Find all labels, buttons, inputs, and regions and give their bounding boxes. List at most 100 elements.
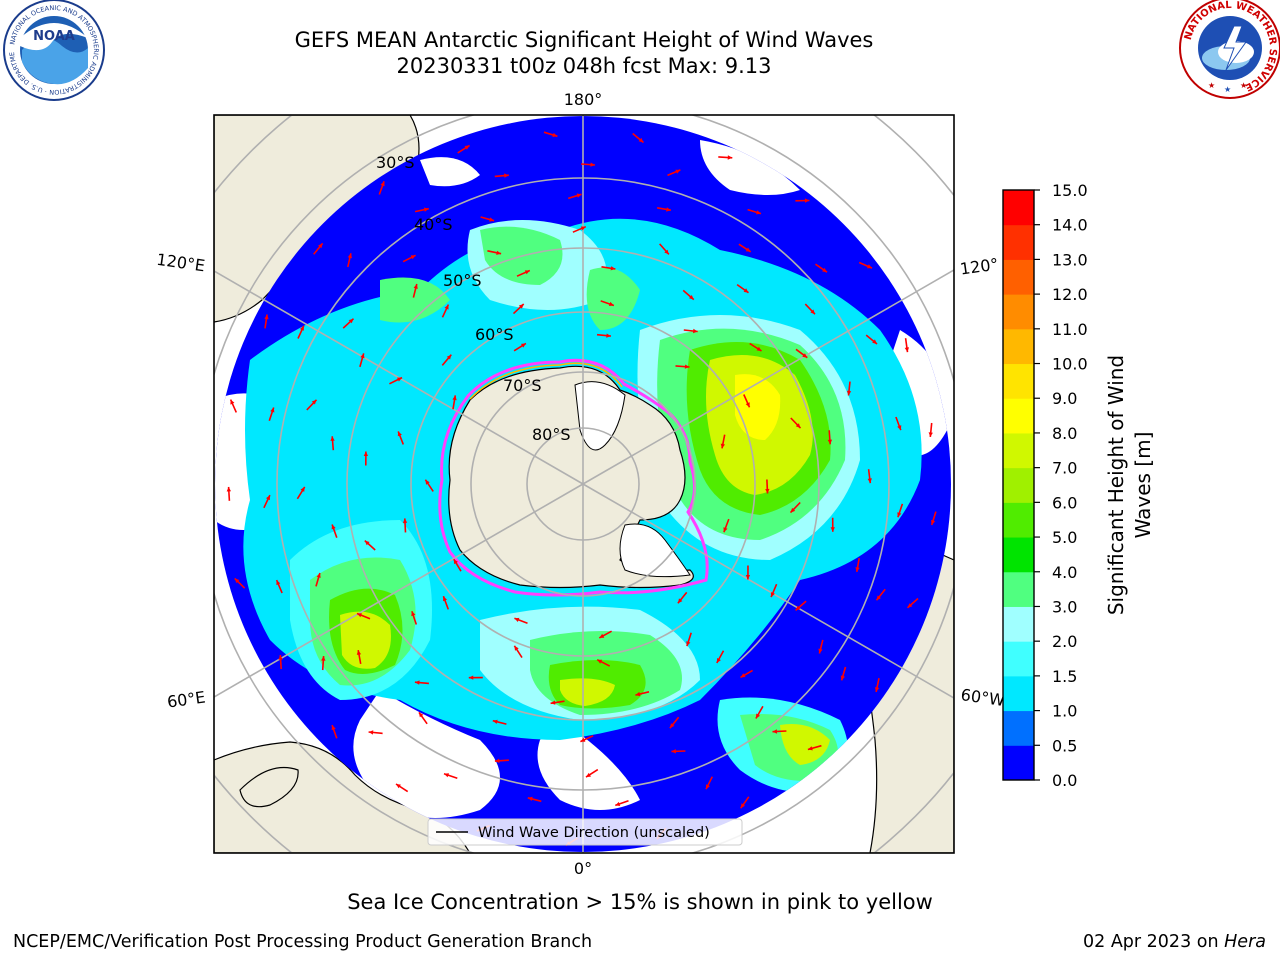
wave-arrow-head: [723, 527, 728, 533]
wave-arrow-head: [807, 746, 813, 751]
colorbar-bin: [1003, 432, 1034, 469]
colorbar-bin: [1003, 363, 1034, 399]
wave-arrow-head: [270, 407, 275, 413]
wave-arrow-head: [810, 309, 815, 315]
wave-arrow-head: [331, 725, 336, 731]
footer-date-text: 02 Apr 2023 on: [1083, 932, 1225, 952]
colorbar-bin: [1003, 190, 1034, 226]
colorbar-tick-label: 1.5: [1052, 667, 1077, 686]
colorbar-bin: [1003, 710, 1034, 746]
svg-text:★: ★: [1208, 81, 1215, 90]
wave-arrow-head: [790, 507, 796, 513]
wave-arrow-head: [770, 592, 775, 598]
map-legend: Wind Wave Direction (unscaled): [427, 818, 743, 846]
wave-arrow-head: [765, 488, 770, 494]
wave-arrow-head: [677, 598, 683, 604]
wave-arrow-head: [443, 596, 447, 602]
wave-arrow-head: [689, 295, 694, 300]
wave-arrow-head: [745, 575, 751, 580]
colorbar-tick-label: 3.0: [1052, 597, 1077, 616]
wave-arrow-head: [444, 773, 449, 778]
wave-arrow-head: [686, 641, 691, 647]
wave-arrow-head: [586, 772, 591, 778]
wave-arrow-head: [795, 423, 801, 429]
lat-label-30s: 30°S: [376, 153, 415, 172]
colorbar-bin: [1003, 745, 1034, 781]
wave-arrow-head: [756, 210, 761, 215]
wave-arrow-head: [745, 247, 751, 252]
wave-arrow-head: [419, 712, 424, 718]
colorbar-bin: [1003, 606, 1034, 642]
wave-arrow-head: [666, 207, 671, 212]
wave-arrow-head: [524, 270, 530, 275]
wave-arrow-head: [278, 655, 283, 660]
wave-arrow-head: [716, 658, 721, 663]
wave-arrow-head: [720, 443, 725, 449]
colorbar-bin: [1003, 537, 1034, 573]
colorbar-tick-label: 9.0: [1052, 389, 1077, 408]
colorbar-tick-label: 0.5: [1052, 736, 1077, 755]
wave-arrow-head: [576, 193, 582, 198]
lat-label-50s: 50°S: [443, 271, 482, 290]
graticule: [214, 115, 954, 853]
wave-arrow-head: [876, 595, 881, 601]
svg-text:★: ★: [1224, 85, 1231, 94]
wave-arrow-head: [552, 132, 558, 137]
colorbar-tick-label: 6.0: [1052, 493, 1077, 512]
wave-arrow-head: [527, 796, 533, 801]
wave-arrow-head: [266, 495, 270, 501]
colorbar-tick-label: 0.0: [1052, 771, 1077, 790]
wave-arrow-head: [330, 436, 335, 441]
wave-arrow-head: [504, 173, 509, 178]
colorbar-tick-label: 12.0: [1052, 285, 1088, 304]
wave-arrow-head: [276, 580, 281, 586]
wave-arrow-head: [846, 390, 852, 396]
wave-arrow-head: [425, 479, 430, 485]
wave-arrow-head: [397, 431, 402, 437]
wave-arrow-head: [597, 659, 603, 664]
lat-label-60s: 60°S: [475, 325, 514, 344]
wave-arrow-head: [518, 304, 524, 309]
colorbar-bin: [1003, 328, 1034, 365]
colorbar-tick-label: 13.0: [1052, 250, 1088, 269]
colorbar-tick-label: 1.0: [1052, 702, 1077, 721]
wave-arrow-head: [514, 645, 519, 651]
wave-arrow-head: [638, 137, 644, 143]
wave-arrow-head: [423, 207, 429, 212]
wave-arrow-head: [331, 524, 336, 530]
wave-arrow-head: [855, 567, 860, 572]
wave-arrow-head: [411, 611, 416, 617]
colorbar-title-line1: Significant Height of Wind: [1104, 355, 1128, 615]
wave-direction-arrows: [226, 131, 937, 847]
wave-arrow-head: [904, 347, 909, 353]
colorbar-bin: [1003, 398, 1034, 434]
wave-arrow-head: [226, 486, 231, 492]
wave-arrow-head: [360, 353, 365, 359]
colorbar-tick-label: 2.0: [1052, 632, 1077, 651]
wave-arrow-head: [795, 605, 801, 611]
wave-arrow-head: [316, 573, 321, 578]
wave-arrow-head: [745, 402, 750, 408]
lon-label-180: 180°: [564, 90, 603, 109]
wave-arrow-head: [321, 656, 326, 661]
chart-subtitle: 20230331 t00z 048h fcst Max: 9.13: [396, 54, 772, 78]
noaa-logo: NATIONAL OCEANIC AND ATMOSPHERIC ADMINIS…: [2, 0, 105, 101]
wave-arrow-head: [580, 737, 586, 742]
wave-arrow-head: [743, 288, 749, 293]
colorbar-frame: [1002, 189, 1035, 781]
wave-arrow-head: [496, 250, 502, 255]
wave-arrow-head: [830, 527, 835, 532]
colorbar-bin: [1003, 467, 1034, 503]
wave-arrow-head: [872, 339, 877, 344]
wave-arrow-head: [669, 723, 675, 729]
wave-arrow-head: [446, 354, 452, 360]
wave-arrow-head: [874, 687, 880, 692]
lon-label-120w: 120°: [959, 254, 1000, 278]
colorbar: 0.0 0.5 1.0 1.5 2.0 3.0 4.0 5.0 6.0 7.0 8.0 9.0 10.0…: [1002, 181, 1088, 790]
wave-arrow-head: [590, 162, 595, 167]
wave-arrow-head: [348, 318, 354, 324]
wave-arrow-head: [610, 266, 616, 271]
wave-arrow-head: [867, 264, 872, 269]
colorbar-tick-label: 14.0: [1052, 216, 1088, 235]
